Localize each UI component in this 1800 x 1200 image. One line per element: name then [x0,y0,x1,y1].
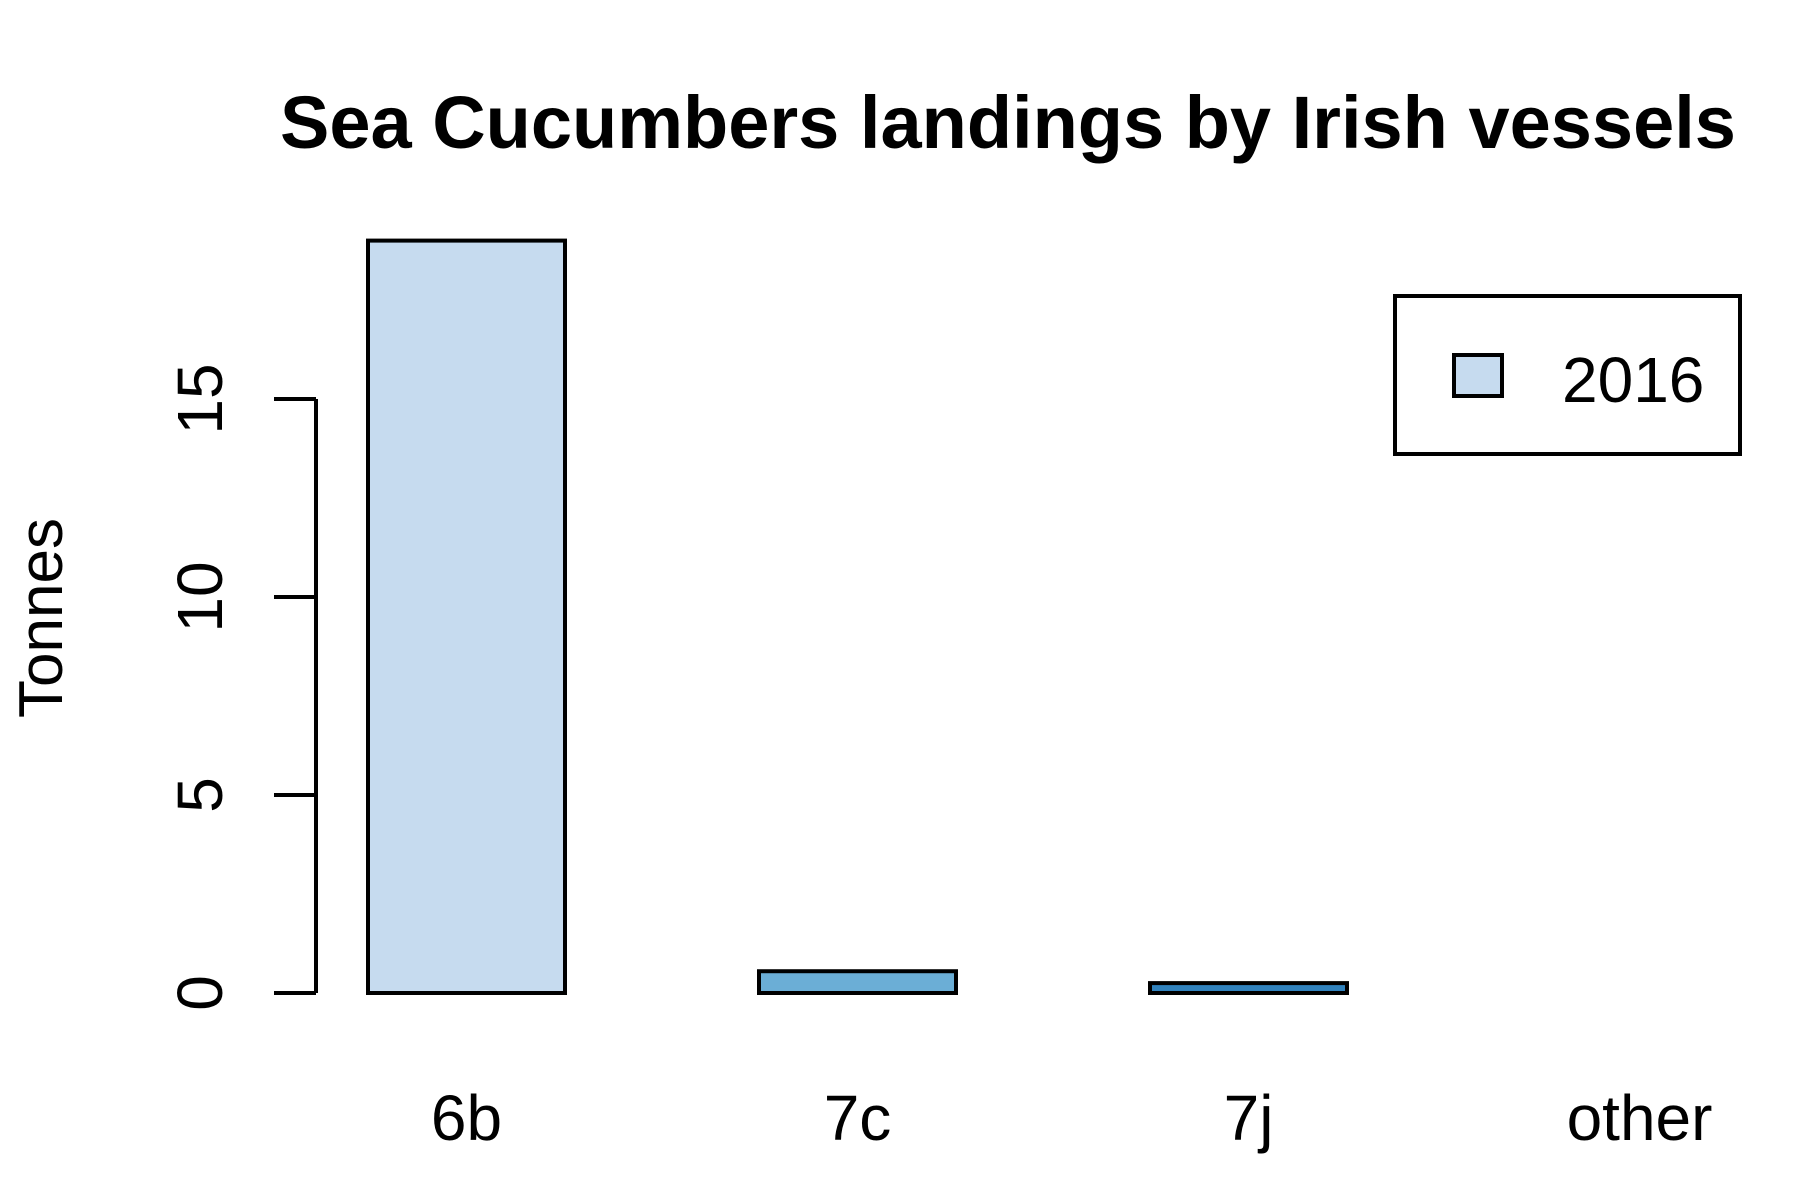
x-tick-labels: 6b 7c 7j other [431,1082,1713,1154]
x-tick-label-6b: 6b [431,1082,502,1154]
bar-6b [366,238,567,996]
bar-7j [1148,981,1349,995]
y-tick-label: 15 [164,363,236,434]
chart-title: Sea Cucumbers landings by Irish vessels [280,81,1736,164]
bar-7c [757,969,958,995]
legend-label-2016: 2016 [1562,344,1704,416]
y-tick-label: 10 [164,561,236,632]
legend: 2016 [1393,294,1742,456]
y-axis-label: Tonnes [7,518,76,718]
y-tick-label: 5 [164,777,236,813]
legend-swatch-2016 [1452,353,1504,398]
y-tick-label: 0 [164,975,236,1011]
x-tick-label-other: other [1567,1082,1713,1154]
bars-group [366,238,1349,996]
y-axis: 0 5 10 15 [164,363,318,1011]
x-tick-label-7j: 7j [1224,1082,1274,1154]
x-tick-label-7c: 7c [824,1082,892,1154]
